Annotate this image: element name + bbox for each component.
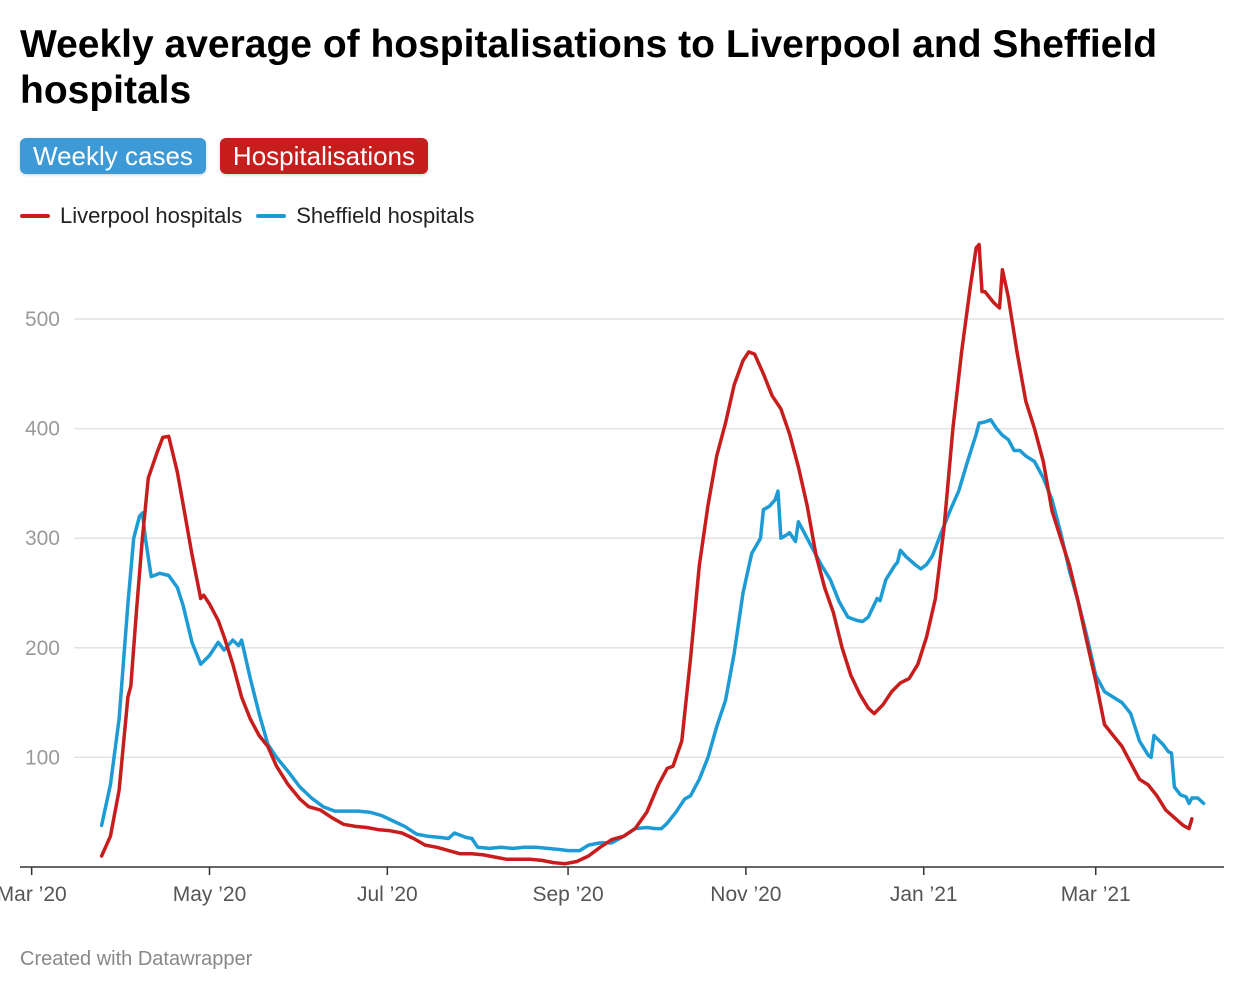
- x-tick-label: May ’20: [173, 883, 247, 906]
- x-tick-label: Nov ’20: [710, 883, 781, 906]
- legend-label-liverpool: Liverpool hospitals: [60, 203, 243, 228]
- x-tick-label: Jul ’20: [357, 883, 418, 906]
- x-tick-label: Jan ’21: [890, 883, 958, 906]
- legend-label-sheffield: Sheffield hospitals: [296, 203, 475, 228]
- y-tick-label: 100: [25, 746, 60, 769]
- chart-legend: Liverpool hospitals Sheffield hospitals: [20, 202, 474, 230]
- y-tick-label: 400: [25, 418, 60, 441]
- x-tick-label: Mar ’21: [1061, 883, 1131, 906]
- x-tick-label: Mar ’20: [0, 883, 67, 906]
- y-tick-label: 500: [25, 308, 60, 331]
- data-toggle-group: Weekly cases Hospitalisations: [20, 138, 429, 174]
- sheffield-line-swatch: [256, 214, 287, 218]
- attribution-footer: Created with Datawrapper: [20, 948, 253, 970]
- legend-item-liverpool: Liverpool hospitals: [20, 202, 242, 230]
- chart-title: Weekly average of hospitalisations to Li…: [20, 23, 1158, 112]
- legend-item-sheffield: Sheffield hospitals: [256, 202, 474, 230]
- y-tick-label: 200: [25, 637, 60, 660]
- weekly-cases-button[interactable]: Weekly cases: [20, 138, 206, 174]
- sheffield-series-line: [99, 418, 1206, 853]
- y-tick-label: 300: [25, 527, 60, 550]
- x-tick-label: Sep ’20: [532, 883, 603, 906]
- liverpool-line-swatch: [20, 214, 50, 218]
- liverpool-series-line: [99, 242, 1194, 866]
- hospitalisations-button[interactable]: Hospitalisations: [219, 138, 429, 174]
